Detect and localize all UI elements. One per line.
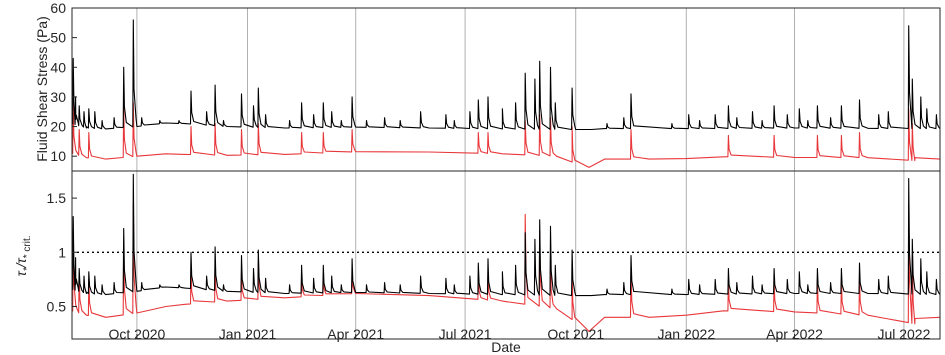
bottom-ytick-label-1: 1	[58, 244, 66, 260]
tau-ratio-panel: 0.5 1 1.5 Oct 2020 Jan 2021 Apr 2021 Jul 2021…	[13, 170, 941, 355]
bottom-ytick-label-0: 0.5	[47, 298, 67, 314]
bottom-y-ticks: 0.5 1 1.5	[47, 190, 77, 314]
top-y-ticks: 10 20 30 40 50 60	[50, 0, 77, 164]
xtick-label-2: Apr 2021	[327, 326, 384, 342]
top-red-series	[71, 102, 941, 168]
bottom-y-axis-label: τ*/τ* crit.	[13, 235, 33, 276]
bottom-black-series	[71, 173, 941, 297]
xtick-label-3: Jul 2021	[439, 326, 492, 342]
ylabel-sub-star: *	[22, 266, 33, 271]
top-y-axis-label: Fluid Shear Stress (Pa)	[34, 16, 50, 162]
top-grid	[136, 8, 905, 171]
xtick-label-5: Jan 2022	[658, 326, 716, 342]
xtick-label-4: Oct 2021	[547, 326, 604, 342]
xtick-label-1: Jan 2021	[219, 326, 277, 342]
x-tick-labels: Oct 2020 Jan 2021 Apr 2021 Jul 2021 Oct 2021…	[109, 326, 931, 342]
ylabel-tau: τ	[13, 271, 29, 277]
bottom-axes-frame	[71, 170, 941, 340]
top-ytick-label-0: 10	[50, 148, 66, 164]
top-ytick-label-2: 30	[50, 89, 66, 105]
top-black-series	[71, 19, 941, 131]
x-axis-label: Date	[491, 339, 521, 355]
top-series-line-black	[71, 19, 941, 131]
bottom-series-line-black	[71, 173, 941, 297]
ylabel-slash-tau: /τ	[13, 257, 29, 268]
bottom-ytick-label-2: 1.5	[47, 190, 67, 206]
ylabel-sub-crit: * crit.	[22, 235, 33, 258]
xtick-label-7: Jul 2022	[877, 326, 930, 342]
top-series-line-red	[71, 102, 941, 168]
top-ytick-label-3: 40	[50, 59, 66, 75]
xtick-label-0: Oct 2020	[109, 326, 166, 342]
top-ytick-label-4: 50	[50, 30, 66, 46]
top-ytick-label-1: 20	[50, 119, 66, 135]
bottom-grid	[136, 171, 905, 339]
top-ytick-label-5: 60	[50, 0, 66, 16]
xtick-label-6: Apr 2022	[766, 326, 823, 342]
